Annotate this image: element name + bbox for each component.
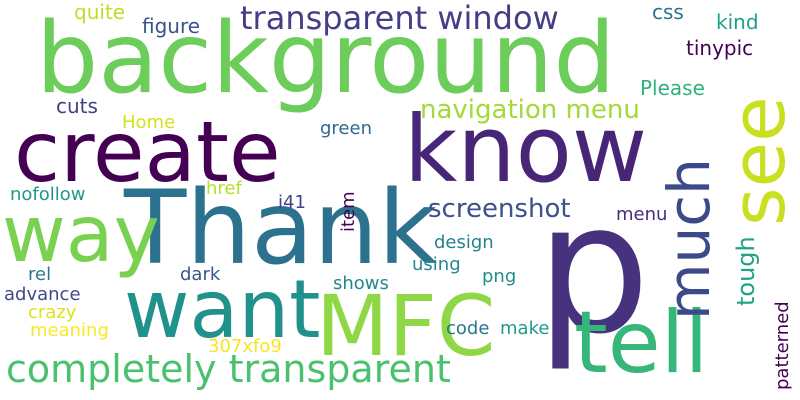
word-307xfo9: 307xfo9 [208,336,282,357]
word-design: design [434,232,494,253]
word-code: code [446,318,490,339]
word-see: see [716,96,800,226]
word-href: href [206,178,242,199]
word-p: p [536,165,651,374]
word-transparent-window: transparent window [240,0,559,37]
word-thank: Thank [124,169,438,288]
word-green: green [320,118,372,139]
word-meaning: meaning [30,320,109,341]
word-mfc: MFC [316,277,496,375]
word-dark: dark [180,264,221,285]
word-screenshot: screenshot [428,194,571,224]
word-cuts: cuts [56,94,98,118]
word-using: using [412,254,461,275]
word-shows: shows [333,273,389,294]
word-patterned: patterned [772,301,793,390]
word-completely-transparent: completely transparent [6,347,451,391]
word-want: want [124,263,321,356]
word-figure: figure [142,14,201,38]
word-create: create [14,103,281,201]
word-quite: quite [74,0,126,24]
word-background: background [36,2,616,116]
word-advance: advance [4,284,81,305]
word-nofollow: nofollow [10,184,86,205]
word-much: much [655,158,723,320]
word-menu: menu [616,204,668,225]
word-know: know [404,96,648,203]
word-tough: tough [732,236,760,306]
word-tell: tell [574,293,709,393]
word-rel: rel [28,264,52,285]
word-navigation-menu: navigation menu [420,95,640,125]
word-png: png [482,266,517,287]
word-please: Please [640,76,705,100]
word-i41: i41 [278,192,306,213]
word-way: way [2,190,160,280]
word-css: css [652,0,684,24]
word-kind: kind [716,10,759,34]
word-make: make [500,318,550,339]
word-tinypic: tinypic [686,36,754,60]
word-home: Home [122,112,176,133]
word-item: item [338,191,359,232]
word-crazy: crazy [28,302,77,323]
